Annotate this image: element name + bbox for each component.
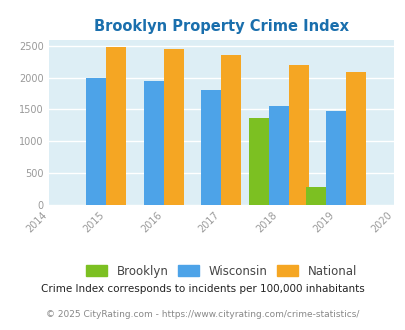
Bar [305, 186, 326, 205]
Bar [163, 50, 183, 205]
Bar [143, 82, 163, 205]
Text: Crime Index corresponds to incidents per 100,000 inhabitants: Crime Index corresponds to incidents per… [41, 284, 364, 294]
Bar [326, 111, 345, 205]
Title: Brooklyn Property Crime Index: Brooklyn Property Crime Index [94, 19, 348, 34]
Bar [106, 47, 126, 205]
Bar [200, 90, 221, 205]
Bar [345, 72, 366, 205]
Legend: Brooklyn, Wisconsin, National: Brooklyn, Wisconsin, National [81, 260, 360, 282]
Text: © 2025 CityRating.com - https://www.cityrating.com/crime-statistics/: © 2025 CityRating.com - https://www.city… [46, 310, 359, 319]
Bar [248, 118, 268, 205]
Bar [288, 65, 308, 205]
Bar [86, 78, 106, 205]
Bar [221, 55, 241, 205]
Bar [268, 106, 288, 205]
